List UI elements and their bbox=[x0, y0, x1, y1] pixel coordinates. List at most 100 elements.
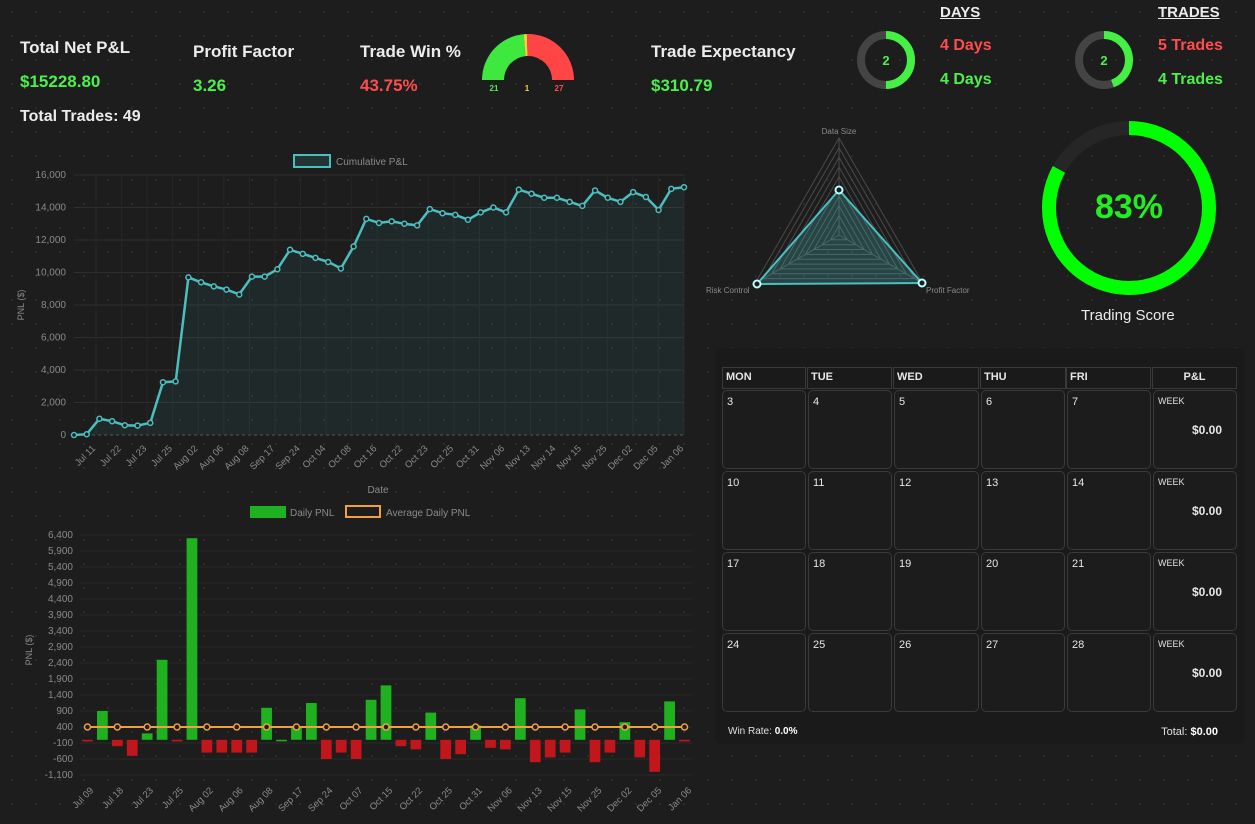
cumulative-pnl-point[interactable] bbox=[515, 186, 523, 193]
calendar-day[interactable]: 28 bbox=[1067, 633, 1151, 712]
daily-pnl-bar[interactable] bbox=[514, 698, 526, 740]
cumulative-pnl-point[interactable] bbox=[248, 273, 256, 280]
cumulative-pnl-point[interactable] bbox=[540, 194, 548, 201]
daily-pnl-bar[interactable] bbox=[201, 739, 213, 753]
average-pnl-point[interactable] bbox=[203, 723, 211, 731]
daily-pnl-bar[interactable] bbox=[679, 739, 690, 742]
daily-pnl-bar[interactable] bbox=[335, 739, 347, 753]
cumulative-pnl-point[interactable] bbox=[566, 198, 573, 206]
cumulative-pnl-point[interactable] bbox=[235, 291, 243, 298]
cumulative-pnl-point[interactable] bbox=[96, 415, 103, 422]
cumulative-pnl-point[interactable] bbox=[401, 220, 408, 227]
average-pnl-point[interactable] bbox=[143, 723, 151, 731]
cumulative-pnl-point[interactable] bbox=[185, 274, 192, 281]
daily-pnl-bar[interactable] bbox=[664, 701, 675, 740]
legend-swatch-cumulative[interactable] bbox=[293, 154, 331, 168]
calendar-day[interactable]: 18 bbox=[808, 552, 892, 631]
cumulative-pnl-point[interactable] bbox=[617, 198, 624, 206]
daily-pnl-bar[interactable] bbox=[619, 722, 631, 740]
average-pnl-point[interactable] bbox=[621, 723, 629, 731]
average-pnl-point[interactable] bbox=[412, 723, 420, 731]
cumulative-pnl-point[interactable] bbox=[375, 219, 383, 227]
daily-pnl-bar[interactable] bbox=[320, 739, 332, 759]
cumulative-pnl-point[interactable] bbox=[197, 279, 205, 286]
legend-daily-label[interactable]: Daily PNL bbox=[290, 508, 335, 519]
daily-pnl-bar[interactable] bbox=[350, 739, 362, 759]
cumulative-pnl-point[interactable] bbox=[134, 422, 141, 429]
cumulative-pnl-point[interactable] bbox=[553, 194, 561, 201]
cumulative-pnl-point[interactable] bbox=[668, 185, 675, 193]
daily-pnl-bar[interactable] bbox=[604, 739, 616, 753]
average-pnl-point[interactable] bbox=[531, 723, 540, 731]
cumulative-pnl-point[interactable] bbox=[312, 254, 319, 262]
cumulative-pnl-point[interactable] bbox=[426, 205, 434, 213]
average-pnl-point[interactable] bbox=[441, 723, 450, 731]
cumulative-pnl-point[interactable] bbox=[680, 183, 688, 191]
average-pnl-point[interactable] bbox=[262, 723, 271, 731]
cumulative-pnl-point[interactable] bbox=[274, 266, 281, 273]
cumulative-pnl-point[interactable] bbox=[83, 430, 90, 438]
cumulative-pnl-point[interactable] bbox=[528, 190, 535, 197]
cumulative-pnl-point[interactable] bbox=[223, 286, 230, 293]
cumulative-pnl-point[interactable] bbox=[121, 422, 129, 429]
calendar-day[interactable]: 27 bbox=[981, 633, 1065, 712]
average-pnl-point[interactable] bbox=[83, 723, 92, 731]
cumulative-pnl-point[interactable] bbox=[363, 215, 370, 223]
cumulative-pnl-point[interactable] bbox=[655, 206, 662, 214]
cumulative-pnl-point[interactable] bbox=[70, 431, 78, 439]
daily-pnl-bar[interactable] bbox=[410, 739, 422, 750]
calendar-day[interactable]: 7 bbox=[1067, 390, 1151, 469]
average-pnl-point[interactable] bbox=[352, 723, 360, 731]
average-pnl-point[interactable] bbox=[561, 723, 569, 731]
calendar-week-summary[interactable]: WEEK $0.00 bbox=[1153, 390, 1237, 469]
calendar-day[interactable]: 21 bbox=[1067, 552, 1151, 631]
calendar-day[interactable]: 3 bbox=[722, 390, 806, 469]
daily-pnl-bar[interactable] bbox=[82, 739, 93, 742]
average-pnl-point[interactable] bbox=[591, 723, 599, 731]
cumulative-pnl-point[interactable] bbox=[261, 273, 268, 280]
daily-pnl-bar[interactable] bbox=[246, 739, 258, 753]
daily-pnl-bar[interactable] bbox=[156, 659, 168, 740]
cumulative-pnl-point[interactable] bbox=[591, 187, 599, 194]
cumulative-pnl-point[interactable] bbox=[629, 188, 637, 196]
average-pnl-point[interactable] bbox=[322, 723, 331, 731]
cumulative-pnl-point[interactable] bbox=[337, 265, 345, 272]
daily-pnl-bar[interactable] bbox=[186, 538, 198, 740]
calendar-day[interactable]: 6 bbox=[981, 390, 1065, 469]
daily-pnl-bar[interactable] bbox=[470, 725, 481, 740]
average-pnl-point[interactable] bbox=[113, 723, 122, 731]
daily-pnl-bar[interactable] bbox=[485, 739, 496, 748]
daily-pnl-bar[interactable] bbox=[141, 733, 153, 740]
cumulative-pnl-point[interactable] bbox=[413, 222, 421, 229]
cumulative-pnl-point[interactable] bbox=[324, 258, 332, 266]
calendar-day[interactable]: 4 bbox=[808, 390, 892, 469]
cumulative-pnl-point[interactable] bbox=[172, 378, 179, 385]
legend-swatch-daily[interactable] bbox=[250, 506, 286, 518]
cumulative-pnl-point[interactable] bbox=[286, 246, 294, 253]
cumulative-pnl-point[interactable] bbox=[108, 417, 116, 425]
cumulative-pnl-point[interactable] bbox=[439, 209, 446, 217]
cumulative-pnl-point[interactable] bbox=[210, 283, 218, 290]
daily-pnl-bar[interactable] bbox=[231, 739, 243, 753]
cumulative-pnl-point[interactable] bbox=[299, 250, 306, 258]
cumulative-pnl-point[interactable] bbox=[350, 243, 357, 250]
calendar-day[interactable]: 24 bbox=[722, 633, 806, 712]
daily-pnl-bar[interactable] bbox=[171, 739, 183, 742]
daily-pnl-bar[interactable] bbox=[111, 739, 123, 747]
calendar-week-summary[interactable]: WEEK $0.00 bbox=[1153, 471, 1237, 550]
cumulative-pnl-point[interactable] bbox=[464, 216, 472, 223]
calendar-week-summary[interactable]: WEEK $0.00 bbox=[1153, 633, 1237, 712]
calendar-week-summary[interactable]: WEEK $0.00 bbox=[1153, 552, 1237, 631]
calendar-day[interactable]: 25 bbox=[808, 633, 892, 712]
daily-pnl-bar[interactable] bbox=[380, 685, 392, 740]
calendar-day[interactable]: 19 bbox=[894, 552, 979, 631]
daily-pnl-bar[interactable] bbox=[649, 739, 661, 772]
daily-pnl-bar[interactable] bbox=[305, 703, 317, 740]
cumulative-pnl-point[interactable] bbox=[642, 193, 650, 201]
calendar-day[interactable]: 10 bbox=[722, 471, 806, 550]
daily-pnl-bar[interactable] bbox=[589, 739, 601, 763]
calendar-day[interactable]: 11 bbox=[808, 471, 892, 550]
daily-pnl-bar[interactable] bbox=[97, 711, 108, 740]
average-pnl-point[interactable] bbox=[382, 723, 390, 731]
average-pnl-point[interactable] bbox=[680, 723, 689, 731]
